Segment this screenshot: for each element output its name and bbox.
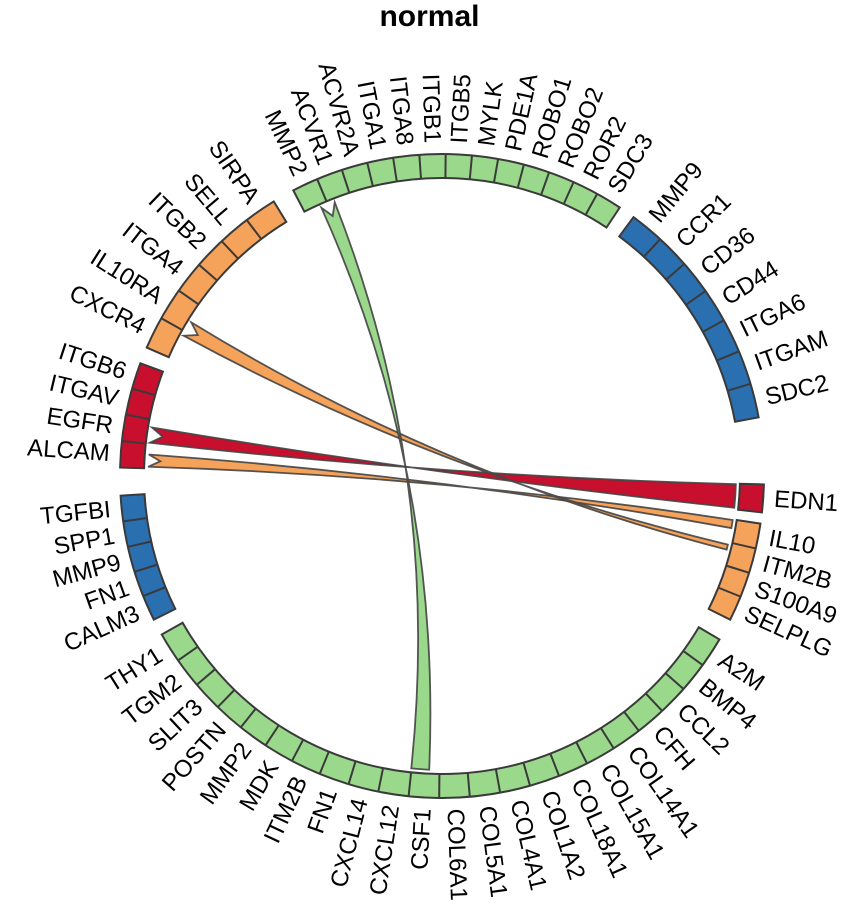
sector-divider [377,767,385,792]
sector-divider [127,540,152,548]
sector-divider [198,263,218,282]
sector-divider [466,772,471,797]
sector-divider [468,155,473,180]
sector-divider [217,689,236,708]
sector-divider [600,727,615,749]
sector-divider [645,692,663,712]
sector-band [119,361,165,470]
sector-divider [575,741,588,764]
sector-divider [177,645,199,662]
link-itm2b-cxcr4 [180,319,729,551]
sector-divider [121,439,146,445]
gene-label: ALCAM [26,434,110,467]
link-edn1-alcam [146,426,737,509]
sector-divider [665,263,685,281]
gene-label: EDN1 [773,486,839,517]
sector-divider [418,154,423,179]
sector-divider [264,724,280,746]
sector-divider [134,563,158,573]
sector-divider [160,317,183,331]
sector-band [707,518,762,622]
sector-divider [220,240,239,260]
sector-divider [732,542,756,550]
sector-divider [196,668,216,686]
links-layer [146,198,737,771]
sector-divider [716,350,740,362]
sector-divider [682,650,704,666]
sector-divider [347,760,357,785]
sector-band [736,482,765,514]
sector-divider [562,181,575,205]
sector-divider [125,413,150,421]
sector-divider [702,319,725,333]
sec-red-left [119,361,165,470]
sector-divider [178,289,199,306]
gene-label: COL6A1 [441,808,472,901]
sector-divider [142,586,166,598]
chart-title: normal [379,0,480,33]
sector-divider [584,193,599,216]
sector-divider [685,290,707,306]
sectors-layer [119,153,765,799]
sector-divider [725,564,750,574]
sector-divider [643,238,661,258]
link-csf1-mmp2 [319,198,432,771]
sector-divider [318,751,330,775]
sec-green-top [291,153,622,229]
sector-divider [291,739,305,762]
sec-green-bottom [160,621,721,799]
sec-orange-right [707,518,762,622]
gene-label: ITGB1 [417,73,446,143]
sector-divider [727,382,751,392]
sector-band [617,215,760,423]
sec-orange-left [145,200,288,359]
sector-divider [494,768,502,793]
sector-divider [123,516,148,523]
gene-label: ITGB5 [446,73,477,144]
gene-label: CSF1 [406,808,436,871]
sector-band [291,153,622,229]
sec-red-right [736,482,765,514]
sector-divider [492,158,500,183]
sector-divider [366,162,374,187]
gene-label: CXCL12 [365,803,405,897]
sector-divider [522,762,531,787]
sector-divider [316,178,328,202]
sector-divider [131,387,156,397]
sec-blue-left [119,493,177,622]
sector-divider [623,711,640,732]
sector-divider [516,164,525,189]
gene-label: SDC2 [763,370,832,411]
gene-label: COL5A1 [473,804,512,899]
sec-blue-right [617,215,760,423]
sector-divider [340,169,351,194]
sector-divider [392,157,398,182]
link-il10-alcam [147,453,734,530]
sector-divider [717,586,741,598]
sector-divider [540,171,551,196]
sector-divider [664,672,685,690]
sector-divider [239,708,257,728]
sector-divider [245,219,263,240]
sector-divider [549,753,560,777]
sector-divider [407,772,413,797]
